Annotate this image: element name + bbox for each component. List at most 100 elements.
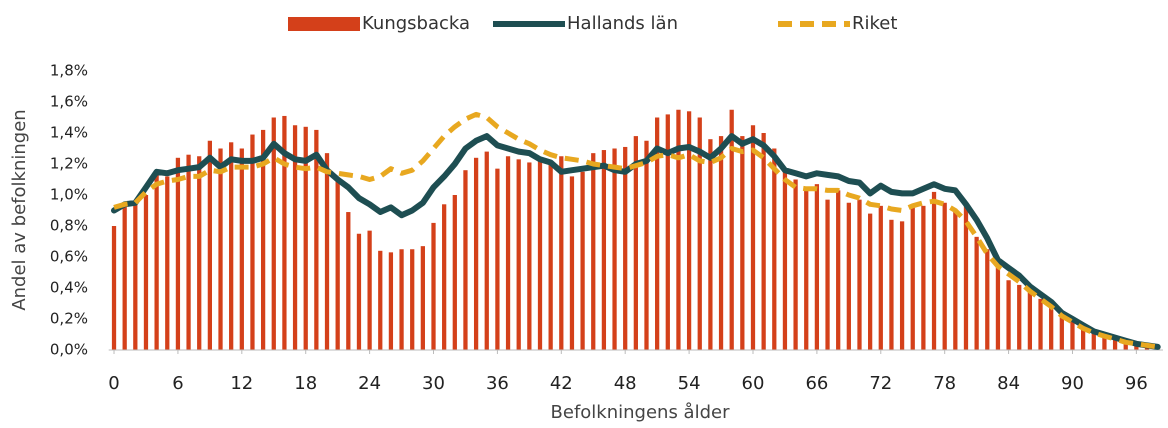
bar <box>995 263 1001 350</box>
bar <box>111 226 117 350</box>
bar <box>143 195 149 350</box>
bar <box>1038 298 1043 350</box>
bar <box>708 139 713 350</box>
x-tick-label: 18 <box>294 373 317 394</box>
bar <box>793 179 798 350</box>
bar <box>1112 336 1118 350</box>
bar <box>154 174 159 350</box>
y-tick-label: 0,0% <box>50 341 88 359</box>
x-tick-label: 48 <box>614 373 637 394</box>
bar <box>207 140 213 350</box>
bar <box>1049 305 1054 350</box>
bar <box>388 252 394 350</box>
bar <box>931 191 937 350</box>
bar <box>186 154 191 350</box>
bar <box>878 205 883 350</box>
y-tick-label: 0,4% <box>50 279 88 297</box>
bar <box>899 221 905 350</box>
bar <box>197 156 202 350</box>
x-tick-label: 24 <box>358 373 381 394</box>
y-tick-label: 0,2% <box>50 310 88 328</box>
x-tick-label: 78 <box>933 373 956 394</box>
bar <box>473 157 479 350</box>
bar <box>655 117 660 350</box>
bar <box>431 222 436 350</box>
bar <box>868 213 873 350</box>
bar <box>697 117 702 350</box>
bar <box>484 151 489 350</box>
y-tick-label: 1,2% <box>50 155 88 173</box>
bar <box>378 250 383 350</box>
y-axis-title: Andel av befolkningen <box>9 109 30 310</box>
bar <box>314 129 319 350</box>
bar <box>495 168 500 350</box>
bar <box>1017 284 1022 350</box>
bar <box>953 208 958 350</box>
x-tick-label: 66 <box>805 373 828 394</box>
bar <box>601 150 607 350</box>
bar <box>505 156 511 350</box>
bar <box>356 233 362 350</box>
y-tick-label: 1,6% <box>50 93 88 111</box>
bar <box>260 129 266 350</box>
y-tick-label: 0,8% <box>50 217 88 235</box>
y-tick-label: 1,0% <box>50 186 88 204</box>
bar <box>463 170 468 350</box>
bar <box>889 219 894 350</box>
bar <box>442 204 447 350</box>
bar <box>750 125 756 350</box>
bar <box>665 114 670 351</box>
x-tick-label: 0 <box>108 373 119 394</box>
bar <box>761 133 766 350</box>
bar <box>623 146 628 350</box>
bar <box>729 109 734 350</box>
y-tick-label: 0,6% <box>50 248 88 266</box>
bar <box>229 142 234 350</box>
x-tick-label: 42 <box>550 373 573 394</box>
bar <box>1102 334 1107 350</box>
x-tick-label: 36 <box>486 373 509 394</box>
bar <box>537 159 543 350</box>
legend-swatch <box>288 17 360 31</box>
bar <box>633 136 638 350</box>
bar <box>420 246 425 350</box>
bar <box>676 109 681 350</box>
bar <box>1059 311 1064 350</box>
x-tick-label: 90 <box>1061 373 1084 394</box>
x-axis-title: Befolkningens ålder <box>551 402 731 423</box>
bar <box>1006 280 1011 350</box>
bar <box>367 230 372 350</box>
bar <box>250 134 255 350</box>
legend-label: Hallands län <box>567 13 678 34</box>
x-tick-label: 6 <box>172 373 183 394</box>
bar <box>612 148 617 350</box>
bar <box>122 205 127 350</box>
x-tick-label: 72 <box>869 373 892 394</box>
bar <box>569 176 575 350</box>
bar <box>910 205 915 350</box>
bar <box>346 212 351 350</box>
bar <box>1027 288 1033 350</box>
bar <box>963 202 969 350</box>
bar <box>271 117 276 350</box>
bar <box>1091 329 1096 350</box>
bar <box>324 153 330 350</box>
bar <box>974 236 979 350</box>
bar <box>921 205 926 350</box>
bar <box>825 199 830 350</box>
bar <box>548 164 553 350</box>
x-tick-label: 30 <box>422 373 445 394</box>
bar <box>836 190 841 350</box>
y-tick-label: 1,4% <box>50 124 88 142</box>
x-tick-label: 84 <box>997 373 1020 394</box>
bar <box>857 199 862 350</box>
bar <box>814 184 820 350</box>
bar <box>410 249 415 350</box>
y-tick-label: 1,8% <box>50 62 88 80</box>
bar <box>559 156 564 350</box>
bar <box>644 140 649 350</box>
bar <box>165 176 170 350</box>
bar <box>1080 325 1086 350</box>
bar <box>527 162 532 350</box>
bar <box>846 202 851 350</box>
